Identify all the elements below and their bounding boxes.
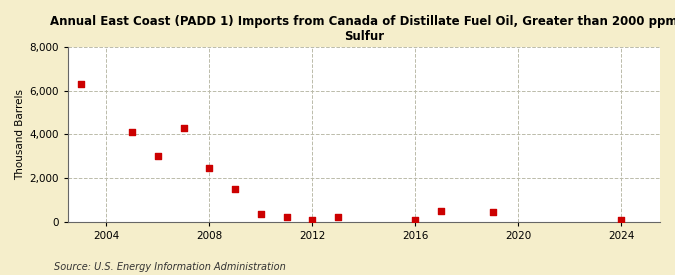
Point: [127, 130, 138, 134]
Point: [153, 154, 163, 158]
Y-axis label: Thousand Barrels: Thousand Barrels: [15, 89, 25, 180]
Point: [230, 187, 240, 191]
Point: [75, 82, 86, 86]
Point: [616, 218, 627, 222]
Point: [255, 212, 266, 216]
Point: [410, 218, 421, 222]
Point: [281, 215, 292, 219]
Title: Annual East Coast (PADD 1) Imports from Canada of Distillate Fuel Oil, Greater t: Annual East Coast (PADD 1) Imports from …: [50, 15, 675, 43]
Point: [307, 218, 318, 222]
Point: [487, 210, 498, 214]
Point: [204, 166, 215, 170]
Text: Source: U.S. Energy Information Administration: Source: U.S. Energy Information Administ…: [54, 262, 286, 272]
Point: [178, 126, 189, 130]
Point: [435, 209, 446, 213]
Point: [333, 215, 344, 219]
